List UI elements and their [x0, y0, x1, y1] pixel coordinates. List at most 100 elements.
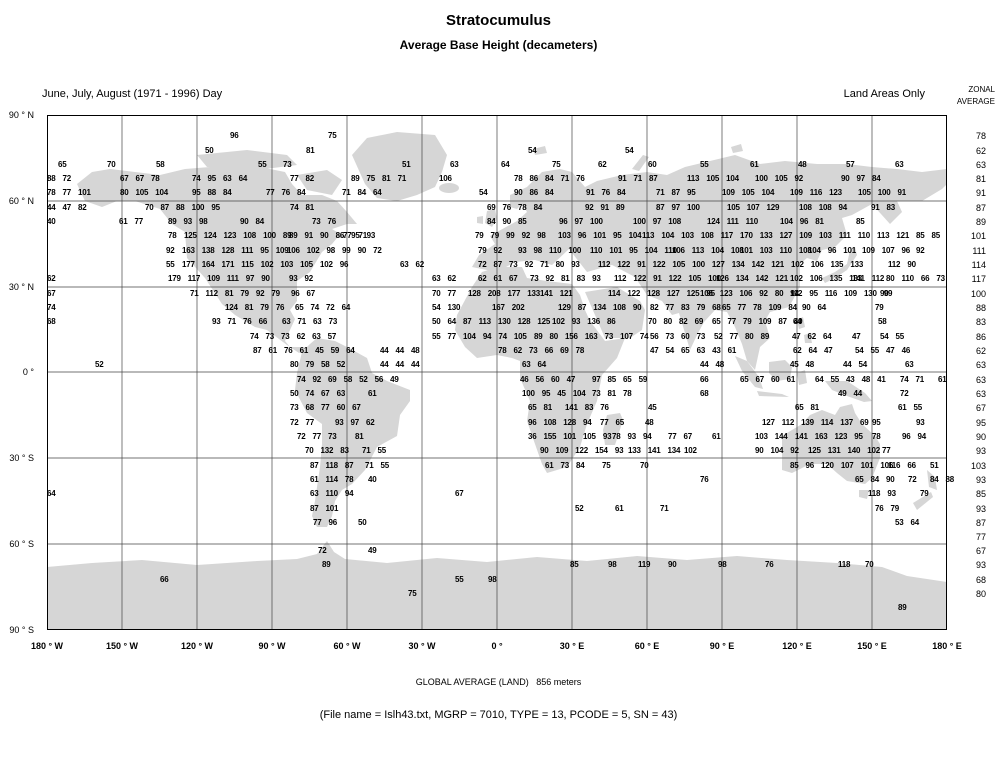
grid-value: 72 87 73 92 71 80 93 [478, 260, 580, 269]
grid-value: 90 [880, 289, 889, 298]
graticule [47, 115, 947, 630]
grid-value: 79 [920, 489, 929, 498]
grid-value: 63 [450, 160, 459, 169]
grid-value: 102 93 136 86 [552, 317, 616, 326]
grid-value: 70 87 88 100 95 [145, 203, 220, 212]
grid-value: 40 [368, 475, 377, 484]
south-america [295, 338, 410, 527]
new-guinea [825, 381, 872, 402]
grid-value: 78 86 84 71 76 [514, 174, 585, 183]
eurasia [472, 155, 947, 370]
grid-value: 73 92 81 83 93 [530, 274, 601, 283]
world-map-svg [47, 115, 947, 630]
zonal-average-value: 78 [975, 131, 986, 141]
grid-value: 102 106 135 133 [790, 274, 863, 283]
grid-value: 141 83 76 [565, 403, 609, 412]
grid-value: 89 91 90 86 95 93 [289, 231, 376, 240]
grid-value: 95 88 84 [192, 188, 232, 197]
australia [782, 404, 880, 484]
grid-value: 63 64 [522, 360, 547, 369]
grid-value: 47 [852, 332, 861, 341]
grid-value: 93 97 62 [335, 418, 375, 427]
grid-value: 61 [750, 160, 759, 169]
grid-value: 125 131 140 102 [808, 446, 881, 455]
zonal-average-value: 62 [975, 146, 986, 156]
new-zealand-north [927, 470, 937, 490]
zonal-average-value: 80 [975, 589, 986, 599]
arabia [585, 287, 645, 338]
grid-value: 79 92 [478, 246, 503, 255]
grid-value: 58 [156, 160, 165, 169]
zonal-average-value: 90 [975, 432, 986, 442]
new-zealand-south [913, 492, 933, 510]
grid-value: 90 64 [802, 303, 827, 312]
grid-value: 114 122 128 127 125 95 [608, 289, 715, 298]
lat-tick-label: 90 ° N [8, 110, 34, 120]
grid-value: 36 155 101 105 93 [528, 432, 612, 441]
grid-value: 74 81 [290, 203, 315, 212]
greenland [352, 132, 447, 201]
grid-value: 87 97 100 [656, 203, 700, 212]
grid-value: 61 55 [898, 403, 923, 412]
grid-value: 67 [455, 489, 464, 498]
united-kingdom [485, 209, 497, 227]
grid-value: 85 85 [916, 231, 941, 240]
grid-value: 65 [58, 160, 67, 169]
grid-value: 63 71 63 73 [282, 317, 338, 326]
lon-tick-label: 90 ° E [709, 641, 735, 651]
grid-value: 55 [258, 160, 267, 169]
philippines-south [804, 333, 812, 343]
africa [455, 267, 625, 473]
grid-value: 78 [872, 432, 881, 441]
baffin-island [297, 170, 342, 195]
grid-value: 100 97 108 [633, 217, 682, 226]
grid-value: 45 48 [790, 360, 815, 369]
grid-value: 54 55 47 46 [855, 346, 911, 355]
grid-value: 90 86 84 [514, 188, 554, 197]
grid-value: 93 71 76 66 [212, 317, 268, 326]
lon-tick-label: 90 ° W [258, 641, 286, 651]
grid-value: 91 71 87 [618, 174, 658, 183]
lat-tick-label: 60 ° N [8, 196, 34, 206]
grid-value: 110 101 95 104 110 [590, 246, 677, 255]
grid-value: 126 134 142 121 [716, 274, 789, 283]
grid-value: 70 132 83 [305, 446, 349, 455]
lat-tick-label: 30 ° N [8, 282, 34, 292]
grid-value: 74 92 69 58 52 56 49 [297, 375, 399, 384]
grid-value: 112 95 116 109 130 99 [790, 289, 893, 298]
grid-value: 96 67 [291, 289, 316, 298]
grid-value: 98 [718, 560, 727, 569]
grid-value: 54 [528, 146, 537, 155]
grid-value: 124 111 110 [707, 217, 758, 226]
grid-value: 96 97 100 [559, 217, 603, 226]
grid-value: 61 [938, 375, 947, 384]
zonal-average-value: 63 [975, 160, 986, 170]
grid-value: 77 76 84 [266, 188, 306, 197]
grid-value: 74 95 63 64 [192, 174, 248, 183]
file-info-label: (File name = Islh43.txt, MGRP = 7010, TY… [319, 709, 678, 721]
zonal-average-value: 89 [975, 217, 986, 227]
coverage-label: Land Areas Only [843, 88, 925, 100]
japan [822, 247, 857, 283]
zonal-average-value: 63 [975, 389, 986, 399]
zonal-header-line2: AVERAGE [956, 97, 995, 106]
grid-value: 71 87 95 [656, 188, 696, 197]
grid-value: 66 [700, 375, 709, 384]
grid-value: 90 84 [240, 217, 265, 226]
grid-value: 106 [439, 174, 452, 183]
lon-tick-label: 30 ° E [559, 641, 585, 651]
grid-value: 70 [865, 560, 874, 569]
grid-value: 101 103 110 108 [740, 246, 812, 255]
zonal-average-value: 111 [972, 246, 986, 256]
zonal-average-value: 68 [975, 575, 986, 585]
grid-value: 50 74 67 63 [290, 389, 346, 398]
grid-value: 44 44 48 [380, 346, 420, 355]
grid-value: 118 [838, 560, 851, 569]
grid-value: 113 104 103 108 117 170 133 127 109 103 … [642, 231, 910, 240]
grid-value: 78 93 94 [612, 432, 652, 441]
grid-value: 104 96 101 [808, 246, 857, 255]
grid-value: 119 [638, 560, 651, 569]
grid-value: 72 [908, 475, 917, 484]
grid-value: 45 [648, 403, 657, 412]
